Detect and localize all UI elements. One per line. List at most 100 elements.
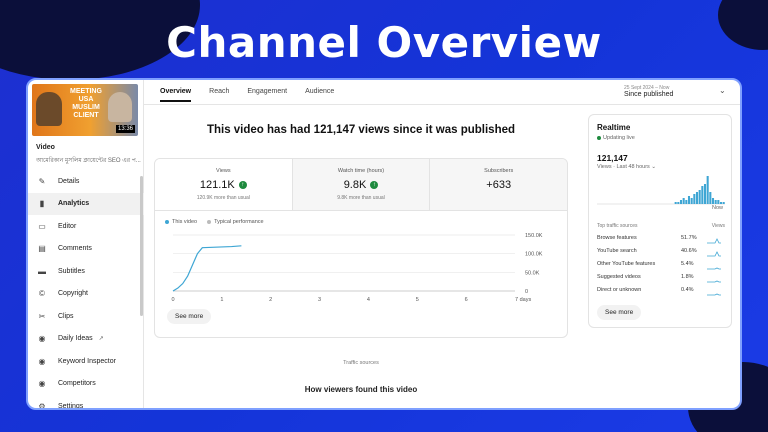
sparkline: [707, 293, 721, 296]
realtime-bar: [677, 202, 680, 204]
y-tick-label: 50.0K: [525, 270, 540, 276]
sparkline: [707, 238, 721, 244]
chevron-down-icon: ⌄: [651, 164, 656, 170]
main-content: Overview Reach Engagement Audience 25 Sept …: [144, 80, 740, 408]
realtime-bar: [693, 194, 696, 204]
realtime-bar: [698, 190, 701, 204]
gear-icon: ⚙: [38, 401, 46, 410]
sidebar-item-settings[interactable]: ⚙ Settings: [28, 395, 144, 410]
realtime-see-more-button[interactable]: See more: [597, 305, 642, 320]
legend-typical: Typical performance: [207, 219, 264, 225]
metric-watch-time[interactable]: Watch time (hours) 9.8K ↑ 9.8K more than …: [291, 159, 430, 210]
traffic-source-row: Suggested videos 1.8%: [597, 274, 727, 286]
arrow-up-icon: ↑: [238, 181, 247, 189]
tabs-divider: [144, 104, 740, 105]
realtime-bar: [682, 198, 685, 204]
sidebar-item-analytics[interactable]: ▮ Analytics: [28, 192, 144, 215]
see-more-button[interactable]: See more: [167, 309, 212, 324]
comments-icon: ▤: [38, 244, 46, 254]
sidebar-item-label: Comments: [58, 245, 92, 253]
realtime-bar: [690, 198, 693, 204]
sidebar-item-editor[interactable]: ▭ Editor: [28, 215, 144, 238]
realtime-count: 121,147: [597, 153, 628, 163]
video-thumbnail[interactable]: MEETING USA MUSLIM CLIENT 13:36: [32, 84, 138, 136]
realtime-range-select[interactable]: Views · Last 48 hours ⌄: [597, 164, 656, 170]
realtime-bar: [674, 202, 677, 204]
metric-value: 121.1K: [199, 179, 235, 191]
realtime-bar: [706, 176, 709, 204]
traffic-sources-title: How viewers found this video: [304, 385, 418, 394]
video-label: Video: [36, 144, 55, 151]
sidebar-item-label: Keyword Inspector: [58, 357, 116, 365]
sidebar-item-label: Analytics: [58, 200, 90, 208]
realtime-bar: [695, 192, 699, 204]
analytics-tabs: Overview Reach Engagement Audience: [160, 88, 334, 102]
competitors-icon: ◉: [38, 379, 46, 389]
keyword-icon: ◉: [38, 356, 46, 366]
chevron-down-icon[interactable]: ⌄: [719, 86, 726, 95]
traffic-source-row: Other YouTube features 5.4%: [597, 261, 727, 273]
sidebar-item-details[interactable]: ✎ Details: [28, 170, 144, 193]
studio-window: MEETING USA MUSLIM CLIENT 13:36 Video আম…: [26, 78, 742, 410]
sidebar-item-keyword-inspector[interactable]: ◉ Keyword Inspector: [28, 350, 144, 373]
thumbnail-person-right: [108, 92, 132, 122]
metric-views[interactable]: Views 121.1K ↑ 120.9K more than usual: [155, 159, 292, 210]
y-tick-label: 150.0K: [525, 233, 543, 239]
x-tick-label: 4: [367, 297, 370, 303]
tab-reach[interactable]: Reach: [209, 88, 230, 95]
sidebar-item-subtitles[interactable]: ▬ Subtitles: [28, 260, 144, 283]
x-tick-label: 6: [465, 297, 468, 303]
realtime-bar: [709, 192, 712, 204]
tab-overview[interactable]: Overview: [160, 88, 192, 102]
sidebar-item-daily-ideas[interactable]: ◉ Daily Ideas ↗: [28, 328, 144, 351]
legend-this-video: This video: [165, 219, 197, 225]
traffic-source-percent: 0.4%: [681, 287, 694, 293]
metric-subscribers[interactable]: Subscribers +633: [429, 159, 567, 210]
y-tick-label: 100.0K: [525, 252, 543, 258]
traffic-source-name: Suggested videos: [597, 274, 641, 280]
x-tick-label: 2: [269, 297, 272, 303]
sparkline: [707, 280, 721, 283]
traffic-source-name: YouTube search: [597, 248, 637, 254]
realtime-bar: [717, 200, 720, 204]
realtime-bar: [687, 196, 691, 204]
sidebar-item-clips[interactable]: ✂ Clips: [28, 305, 144, 328]
metric-sub: 9.8K more than usual: [337, 195, 385, 201]
sidebar-item-label: Settings: [58, 402, 84, 410]
date-range-caption: 25 Sept 2024 – Now: [624, 85, 670, 91]
sidebar-item-competitors[interactable]: ◉ Competitors: [28, 373, 144, 396]
realtime-bar-chart: [597, 176, 725, 205]
x-tick-label: 1: [220, 297, 223, 303]
ideas-icon: ◉: [38, 334, 46, 344]
realtime-bar: [701, 186, 704, 204]
x-tick-label: 0: [171, 297, 174, 303]
traffic-sources-label: Traffic sources: [343, 360, 379, 366]
sidebar-item-copyright[interactable]: © Copyright: [28, 283, 144, 306]
sidebar-item-label: Subtitles: [58, 267, 85, 275]
live-dot-icon: [597, 135, 601, 140]
metric-label: Subscribers: [484, 168, 514, 174]
traffic-source-percent: 1.8%: [681, 274, 694, 280]
analytics-icon: ▮: [39, 199, 45, 209]
y-tick-label: 0: [525, 289, 528, 295]
thumbnail-person-left: [36, 92, 62, 126]
tab-audience[interactable]: Audience: [305, 88, 335, 95]
realtime-bar: [679, 200, 683, 204]
sidebar-item-label: Details: [58, 177, 80, 185]
chart-legend: This video Typical performance: [165, 219, 264, 225]
sidebar-scrollbar[interactable]: [140, 176, 143, 316]
sidebar-item-label: Copyright: [58, 290, 88, 298]
tab-engagement[interactable]: Engagement: [247, 88, 288, 95]
date-range-select[interactable]: Since published: [624, 91, 674, 98]
metric-label: Watch time (hours): [337, 168, 385, 174]
traffic-table-header: Top traffic sources Views: [597, 223, 725, 229]
realtime-status: Updating live: [597, 135, 635, 141]
traffic-source-name: Direct or unknown: [597, 287, 642, 293]
copyright-icon: ©: [39, 289, 45, 299]
scissors-icon: ✂: [38, 311, 46, 321]
series-line-this-video: [172, 245, 242, 292]
sidebar-item-comments[interactable]: ▤ Comments: [28, 238, 144, 261]
traffic-source-row: Direct or unknown 0.4%: [597, 287, 727, 299]
sparkline: [707, 267, 721, 270]
traffic-source-percent: 51.7%: [681, 235, 697, 241]
